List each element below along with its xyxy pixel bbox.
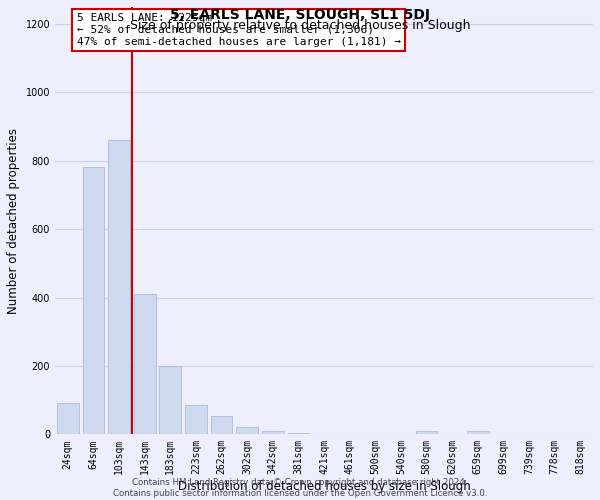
- Bar: [236, 427, 258, 434]
- Bar: [416, 431, 437, 434]
- X-axis label: Distribution of detached houses by size in Slough: Distribution of detached houses by size …: [178, 480, 470, 493]
- Bar: [83, 166, 104, 434]
- Text: Size of property relative to detached houses in Slough: Size of property relative to detached ho…: [130, 18, 470, 32]
- Bar: [134, 294, 155, 434]
- Text: 5, EARLS LANE, SLOUGH, SL1 5DJ: 5, EARLS LANE, SLOUGH, SL1 5DJ: [170, 8, 430, 22]
- Bar: [467, 431, 488, 434]
- Bar: [57, 402, 79, 434]
- Bar: [262, 431, 284, 434]
- Bar: [160, 366, 181, 434]
- Bar: [211, 416, 232, 434]
- Y-axis label: Number of detached properties: Number of detached properties: [7, 128, 20, 314]
- Bar: [287, 432, 309, 434]
- Text: Contains HM Land Registry data © Crown copyright and database right 2024.
Contai: Contains HM Land Registry data © Crown c…: [113, 478, 487, 498]
- Bar: [185, 406, 207, 434]
- Text: 5 EARLS LANE: 122sqm
← 52% of detached houses are smaller (1,306)
47% of semi-de: 5 EARLS LANE: 122sqm ← 52% of detached h…: [77, 14, 401, 46]
- Bar: [108, 140, 130, 434]
